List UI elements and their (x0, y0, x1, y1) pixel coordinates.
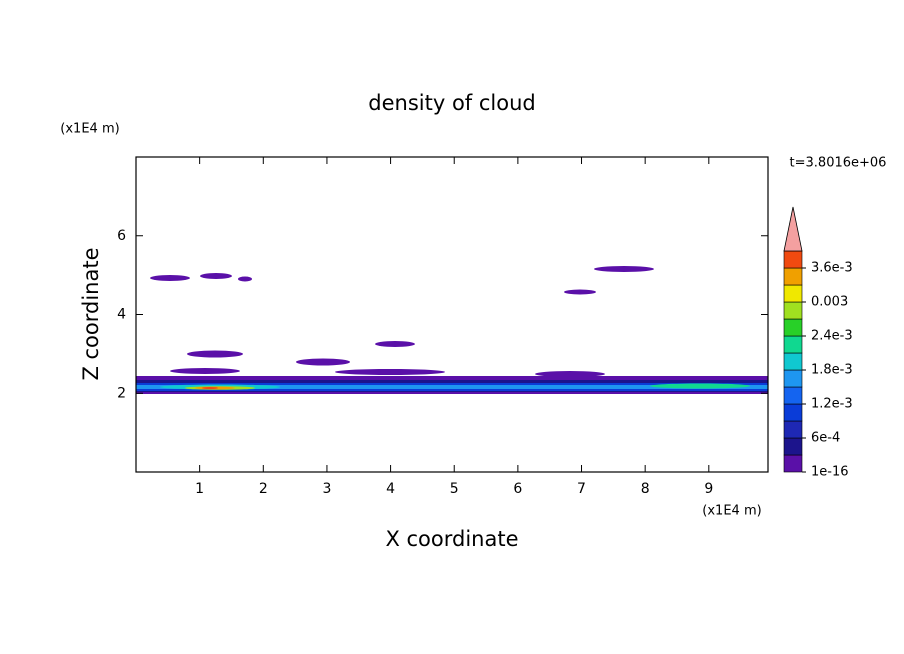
contour-region (296, 358, 350, 366)
contour-region (187, 350, 243, 358)
colorbar-band (783, 318, 803, 337)
y-unit: (x1E4 m) (60, 122, 119, 137)
contour-region (535, 371, 605, 377)
colorbar-tick-label: 6e-4 (811, 431, 840, 446)
x-unit: (x1E4 m) (702, 504, 761, 519)
contour-region (335, 369, 445, 375)
x-tick-label: 6 (513, 481, 522, 497)
colorbar-band (783, 250, 803, 269)
colorbar-tick-label: 0.003 (811, 295, 848, 310)
contour-region (200, 273, 232, 279)
colorbar-band (783, 369, 803, 388)
x-tick-label: 1 (195, 481, 204, 497)
x-tick-label: 8 (641, 481, 650, 497)
y-tick-label: 4 (117, 307, 126, 323)
contour-region (150, 275, 190, 281)
colorbar-band (783, 454, 803, 473)
contour-region (594, 266, 654, 272)
colorbar-tick-label: 2.4e-3 (811, 329, 853, 344)
colorbar-extend (783, 206, 803, 252)
x-tick-label: 5 (450, 481, 459, 497)
x-tick-label: 3 (322, 481, 331, 497)
contour-field (136, 266, 768, 394)
y-axis-label: Z coordinate (79, 247, 103, 380)
colorbar-band (783, 301, 803, 320)
colorbar-tick-label: 1.8e-3 (811, 363, 853, 378)
x-tick-label: 9 (704, 481, 713, 497)
contour-region (136, 385, 768, 389)
time-label: t=3.8016e+06 (790, 156, 887, 171)
colorbar-tick-label: 1e-16 (811, 465, 849, 480)
colorbar-band (783, 403, 803, 422)
colorbar-tick-label: 1.2e-3 (811, 397, 853, 412)
contour-region (202, 387, 218, 389)
colorbar-band (783, 420, 803, 439)
y-tick-label: 6 (117, 228, 126, 244)
colorbar-tick-label: 3.6e-3 (811, 261, 853, 276)
colorbar-band (783, 437, 803, 456)
colorbar-band (783, 335, 803, 354)
x-tick-label: 4 (386, 481, 395, 497)
x-tick-label: 7 (577, 481, 586, 497)
contour-region (564, 289, 596, 295)
y-tick-label: 2 (117, 385, 126, 401)
colorbar-band (783, 267, 803, 286)
colorbar-band (783, 386, 803, 405)
colorbar-band (783, 284, 803, 303)
contour-region (375, 341, 415, 347)
x-axis-label: X coordinate (385, 527, 518, 551)
contour-region (170, 368, 240, 374)
chart-title: density of cloud (368, 91, 535, 115)
x-tick-label: 2 (259, 481, 268, 497)
contour-region (650, 383, 750, 389)
contour-region (238, 276, 252, 282)
colorbar-band (783, 352, 803, 371)
